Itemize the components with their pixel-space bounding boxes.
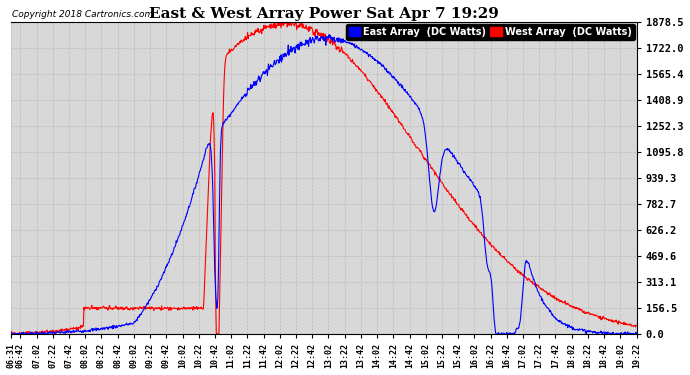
Title: East & West Array Power Sat Apr 7 19:29: East & West Array Power Sat Apr 7 19:29 <box>149 7 499 21</box>
Text: Copyright 2018 Cartronics.com: Copyright 2018 Cartronics.com <box>12 10 153 19</box>
Legend: East Array  (DC Watts), West Array  (DC Watts): East Array (DC Watts), West Array (DC Wa… <box>346 24 635 40</box>
